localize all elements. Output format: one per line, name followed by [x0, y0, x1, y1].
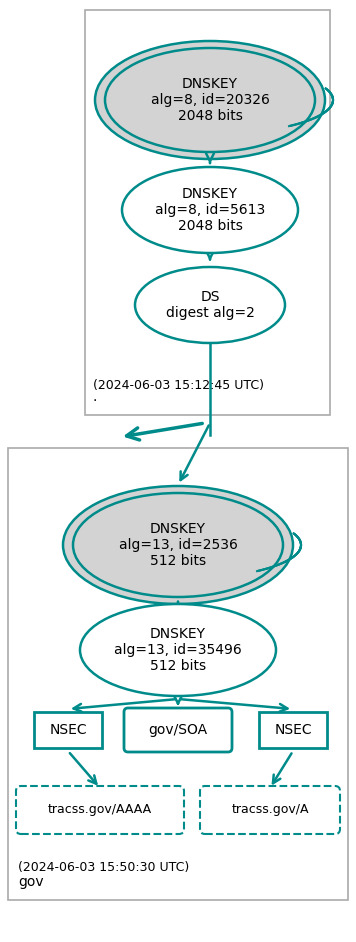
- Text: DNSKEY
alg=8, id=5613
2048 bits: DNSKEY alg=8, id=5613 2048 bits: [155, 187, 265, 234]
- Text: DNSKEY
alg=13, id=35496
512 bits: DNSKEY alg=13, id=35496 512 bits: [114, 626, 242, 674]
- Text: DS
digest alg=2: DS digest alg=2: [166, 290, 255, 320]
- Text: tracss.gov/AAAA: tracss.gov/AAAA: [48, 804, 152, 817]
- FancyBboxPatch shape: [259, 712, 327, 748]
- Text: gov: gov: [18, 875, 44, 889]
- Text: NSEC: NSEC: [274, 723, 312, 737]
- FancyBboxPatch shape: [8, 448, 348, 900]
- Text: (2024-06-03 15:50:30 UTC): (2024-06-03 15:50:30 UTC): [18, 862, 189, 874]
- Ellipse shape: [135, 267, 285, 343]
- FancyBboxPatch shape: [85, 10, 330, 415]
- Text: DNSKEY
alg=8, id=20326
2048 bits: DNSKEY alg=8, id=20326 2048 bits: [151, 77, 269, 123]
- Ellipse shape: [105, 48, 315, 152]
- FancyBboxPatch shape: [124, 708, 232, 752]
- Text: gov/SOA: gov/SOA: [148, 723, 208, 737]
- Text: DNSKEY
alg=13, id=2536
512 bits: DNSKEY alg=13, id=2536 512 bits: [119, 522, 237, 568]
- FancyBboxPatch shape: [34, 712, 102, 748]
- FancyBboxPatch shape: [16, 786, 184, 834]
- Text: NSEC: NSEC: [49, 723, 87, 737]
- Ellipse shape: [73, 493, 283, 597]
- Ellipse shape: [95, 41, 325, 159]
- Text: .: .: [93, 390, 98, 404]
- Ellipse shape: [63, 486, 293, 604]
- Text: tracss.gov/A: tracss.gov/A: [231, 804, 309, 817]
- Text: (2024-06-03 15:12:45 UTC): (2024-06-03 15:12:45 UTC): [93, 379, 264, 392]
- Ellipse shape: [80, 604, 276, 696]
- Ellipse shape: [122, 167, 298, 253]
- FancyBboxPatch shape: [200, 786, 340, 834]
